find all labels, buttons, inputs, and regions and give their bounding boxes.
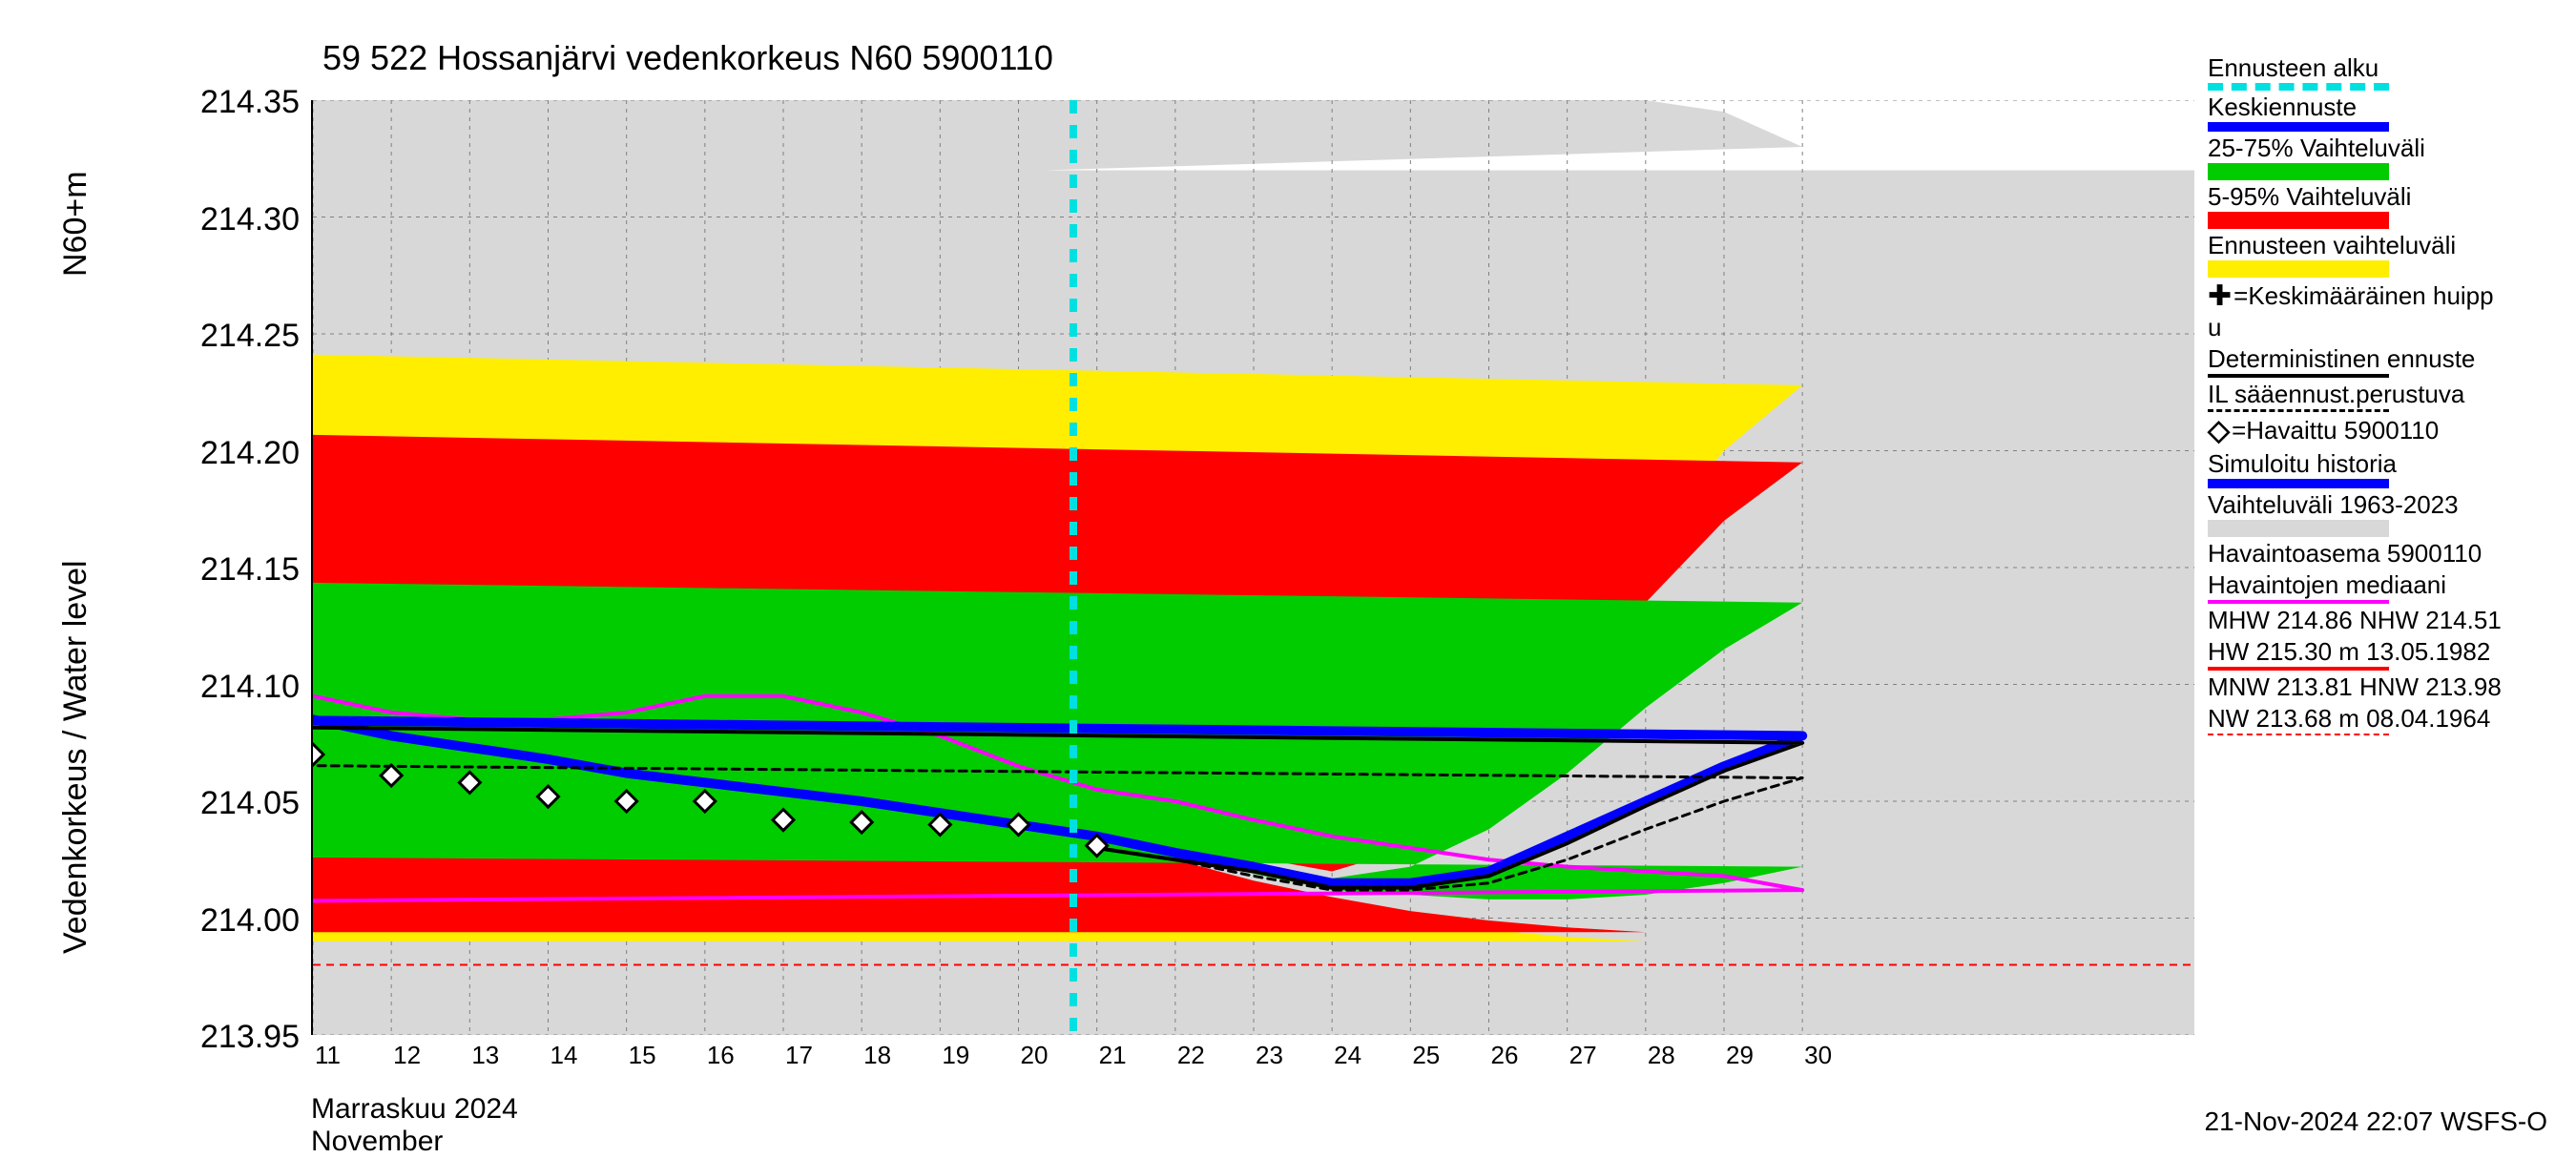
legend-item: MHW 214.86 NHW 214.51 xyxy=(2208,606,2502,635)
y-tick-label: 214.15 xyxy=(200,551,300,589)
legend-label: IL sääennust.perustuva xyxy=(2208,380,2502,409)
legend-label: =Keskimääräinen huipp xyxy=(2233,281,2493,311)
legend-label: =Havaittu 5900110 xyxy=(2232,416,2439,445)
x-tick-label: 19 xyxy=(942,1041,969,1070)
x-tick-label: 30 xyxy=(1804,1041,1832,1070)
legend-item: Havaintoasema 5900110 xyxy=(2208,539,2502,569)
x-tick-label: 11 xyxy=(315,1041,341,1070)
legend-label: Havaintojen mediaani xyxy=(2208,570,2502,600)
x-tick-label: 27 xyxy=(1569,1041,1597,1070)
legend-item: ✚=Keskimääräinen huippu xyxy=(2208,279,2502,342)
legend-item: MNW 213.81 HNW 213.98 xyxy=(2208,672,2502,702)
legend: Ennusteen alku Keskiennuste 25-75% Vaihtel… xyxy=(2208,53,2502,737)
legend-item: Havaintojen mediaani xyxy=(2208,570,2502,604)
y-tick-label: 213.95 xyxy=(200,1019,300,1056)
legend-item: ◇=Havaittu 5900110 xyxy=(2208,414,2502,447)
legend-item: 25-75% Vaihteluväli xyxy=(2208,134,2502,180)
x-tick-label: 12 xyxy=(393,1041,421,1070)
x-tick-label: 23 xyxy=(1256,1041,1283,1070)
x-tick-label: 28 xyxy=(1648,1041,1675,1070)
x-tick-label: 14 xyxy=(551,1041,578,1070)
legend-label: Ennusteen alku xyxy=(2208,53,2502,83)
legend-label: Ennusteen vaihteluväli xyxy=(2208,231,2502,260)
y-axis-label-unit: N60+m xyxy=(57,171,94,277)
y-tick-label: 214.00 xyxy=(200,902,300,940)
legend-label: 5-95% Vaihteluväli xyxy=(2208,182,2502,212)
legend-item: Ennusteen vaihteluväli xyxy=(2208,231,2502,278)
x-tick-label: 13 xyxy=(471,1041,499,1070)
y-tick-label: 214.35 xyxy=(200,84,300,121)
legend-item: Deterministinen ennuste xyxy=(2208,344,2502,378)
legend-label: NW 213.68 m 08.04.1964 xyxy=(2208,704,2502,734)
legend-item: Simuloitu historia xyxy=(2208,449,2502,488)
y-tick-label: 214.10 xyxy=(200,669,300,706)
legend-label: Keskiennuste xyxy=(2208,93,2502,122)
legend-item: Vaihteluväli 1963-2023 xyxy=(2208,490,2502,537)
legend-label: Havaintoasema 5900110 xyxy=(2208,539,2502,569)
y-tick-label: 214.30 xyxy=(200,201,300,238)
y-tick-label: 214.05 xyxy=(200,785,300,822)
x-axis-month-label-2: November xyxy=(311,1126,443,1158)
legend-label: MNW 213.81 HNW 213.98 xyxy=(2208,672,2502,702)
plot-svg xyxy=(313,100,2194,1035)
legend-label: Simuloitu historia xyxy=(2208,449,2502,479)
legend-label: 25-75% Vaihteluväli xyxy=(2208,134,2502,163)
x-tick-label: 25 xyxy=(1412,1041,1440,1070)
x-tick-label: 15 xyxy=(629,1041,656,1070)
x-tick-label: 20 xyxy=(1021,1041,1049,1070)
legend-item: 5-95% Vaihteluväli xyxy=(2208,182,2502,229)
y-tick-label: 214.25 xyxy=(200,318,300,355)
footer-timestamp: 21-Nov-2024 22:07 WSFS-O xyxy=(2205,1106,2548,1137)
x-tick-label: 26 xyxy=(1491,1041,1519,1070)
x-tick-label: 22 xyxy=(1177,1041,1205,1070)
legend-label: HW 215.30 m 13.05.1982 xyxy=(2208,637,2502,667)
x-tick-label: 17 xyxy=(785,1041,813,1070)
legend-label: MHW 214.86 NHW 214.51 xyxy=(2208,606,2502,635)
x-tick-label: 16 xyxy=(707,1041,735,1070)
legend-item: HW 215.30 m 13.05.1982 xyxy=(2208,637,2502,671)
legend-item: NW 213.68 m 08.04.1964 xyxy=(2208,704,2502,735)
diamond-icon: ◇ xyxy=(2208,414,2230,447)
plot-area xyxy=(311,100,2192,1035)
legend-item: Keskiennuste xyxy=(2208,93,2502,132)
x-tick-label: 21 xyxy=(1099,1041,1127,1070)
x-tick-label: 24 xyxy=(1334,1041,1361,1070)
x-axis-month-label-1: Marraskuu 2024 xyxy=(311,1093,518,1126)
legend-label: Deterministinen ennuste xyxy=(2208,344,2502,374)
legend-item: IL sääennust.perustuva xyxy=(2208,380,2502,412)
x-tick-label: 29 xyxy=(1726,1041,1754,1070)
x-tick-label: 18 xyxy=(863,1041,891,1070)
plus-icon: ✚ xyxy=(2208,279,2232,313)
legend-item: Ennusteen alku xyxy=(2208,53,2502,91)
legend-label: Vaihteluväli 1963-2023 xyxy=(2208,490,2502,520)
y-axis-label-main: Vedenkorkeus / Water level xyxy=(57,560,94,954)
y-tick-label: 214.20 xyxy=(200,435,300,472)
chart-title: 59 522 Hossanjärvi vedenkorkeus N60 5900… xyxy=(322,38,1053,78)
